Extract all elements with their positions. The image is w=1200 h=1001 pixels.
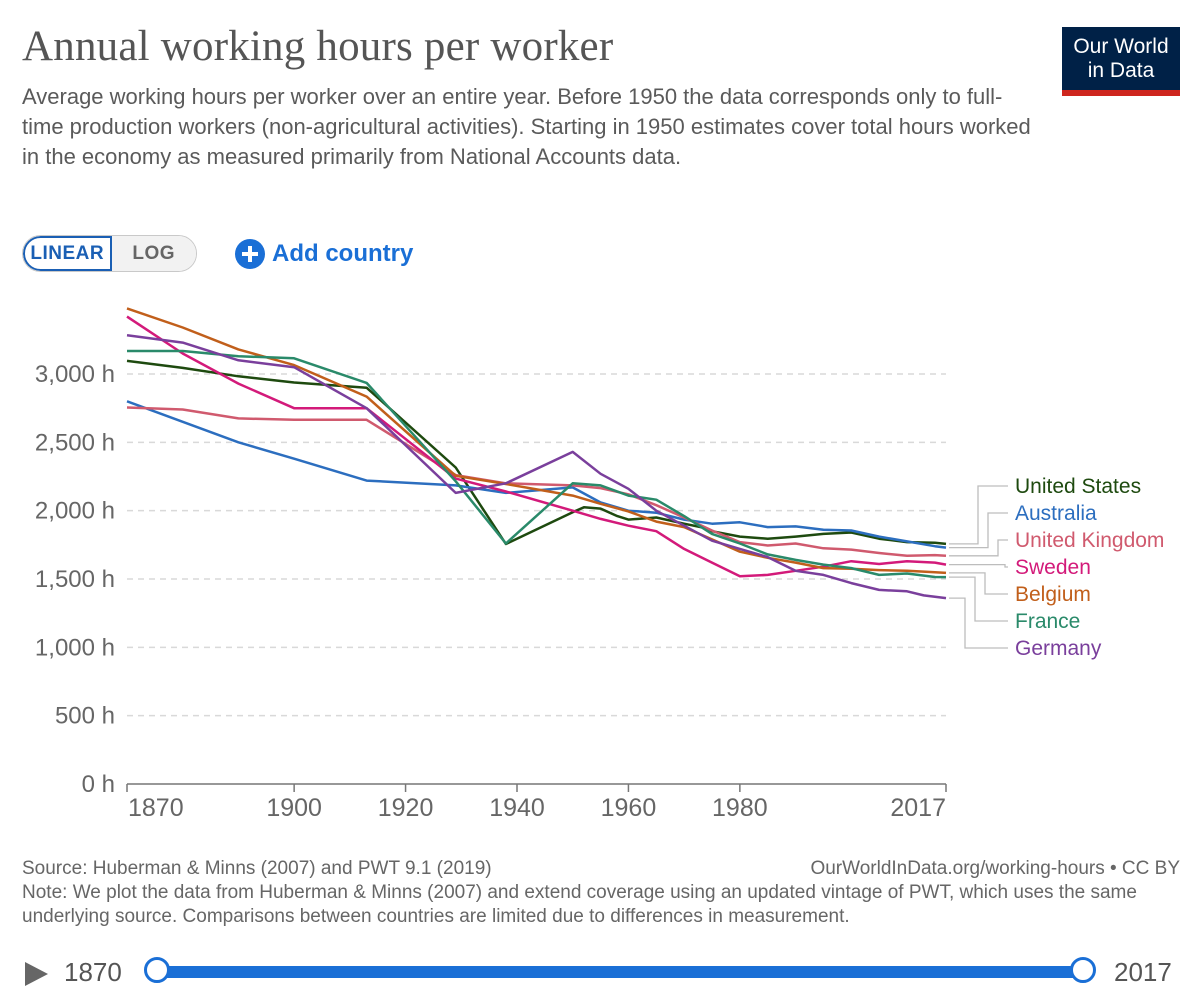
legend: United States Australia United Kingdom Swed… <box>949 475 1164 660</box>
log-scale-button[interactable]: LOG <box>111 236 196 271</box>
logo-accent-bar <box>1062 90 1180 96</box>
series-line-australia <box>126 400 947 549</box>
series-line-germany <box>126 333 947 600</box>
timeline-track[interactable] <box>157 966 1083 978</box>
legend-connector <box>949 572 1008 595</box>
timeline-end-year: 2017 <box>1114 957 1172 987</box>
timeline-start-handle[interactable] <box>144 957 170 983</box>
chart-subtitle: Average working hours per worker over an… <box>22 84 1031 169</box>
owid-logo[interactable]: Our World in Data <box>1062 27 1180 96</box>
line-chart: 0 h 500 h 1,000 h 1,500 h 2,000 h 2,500 h 3,00… <box>35 307 1164 822</box>
series-line-united-kingdom <box>126 406 947 558</box>
legend-connector <box>949 539 1008 557</box>
legend-connector <box>949 512 1008 549</box>
play-icon[interactable] <box>22 960 50 988</box>
y-axis-ticks: 0 h 500 h 1,000 h 1,500 h 2,000 h 2,500 h 3,00… <box>35 361 115 798</box>
y-tick-label: 2,000 h <box>35 498 115 525</box>
x-tick-label: 1980 <box>712 794 768 822</box>
note-text: Note: We plot the data from Huberman & M… <box>22 882 1137 927</box>
x-tick-label: 1870 <box>128 794 184 822</box>
legend-connector <box>949 597 1008 649</box>
legend-label-australia: Australia <box>1015 502 1097 525</box>
legend-connector <box>949 563 1008 568</box>
add-country-button[interactable]: Add country <box>235 237 413 271</box>
y-tick-label: 1,000 h <box>35 634 115 661</box>
timeline-end-handle[interactable] <box>1070 957 1096 983</box>
chart-title: Annual working hours per worker <box>22 23 614 70</box>
legend-label-united-kingdom: United Kingdom <box>1015 529 1164 552</box>
gridlines <box>127 373 946 717</box>
legend-connector <box>949 485 1008 545</box>
source-link[interactable]: OurWorldInData.org/working-hours • CC BY <box>810 858 1180 879</box>
scale-toggle: LINEAR LOG <box>22 235 197 272</box>
legend-label-france: France <box>1015 610 1080 633</box>
y-tick-label: 2,500 h <box>35 429 115 456</box>
y-tick-label: 500 h <box>55 703 115 730</box>
legend-label-sweden: Sweden <box>1015 556 1091 579</box>
y-tick-label: 3,000 h <box>35 361 115 388</box>
timeline-start-year: 1870 <box>64 957 122 987</box>
legend-label-united-states: United States <box>1015 475 1141 498</box>
logo-line2: in Data <box>1087 59 1155 82</box>
source-text: Source: Huberman & Minns (2007) and PWT … <box>22 858 492 879</box>
x-axis: 1870 1900 1920 1940 1960 1980 2017 <box>126 783 947 822</box>
series-lines <box>126 307 947 600</box>
x-tick-label: 1960 <box>601 794 657 822</box>
x-tick-label: 1940 <box>489 794 545 822</box>
y-tick-label: 1,500 h <box>35 566 115 593</box>
logo-line1: Our World <box>1073 35 1169 58</box>
timeline: 1870 2017 <box>0 946 1200 996</box>
series-line-france <box>127 349 947 579</box>
series-line-sweden <box>126 315 947 578</box>
legend-connector <box>949 576 1008 622</box>
legend-label-belgium: Belgium <box>1015 583 1091 606</box>
legend-label-germany: Germany <box>1015 637 1102 660</box>
series-line-belgium <box>126 307 947 575</box>
series-line-united-states <box>126 359 947 546</box>
x-tick-label: 1920 <box>378 794 434 822</box>
linear-scale-button[interactable]: LINEAR <box>23 236 112 271</box>
x-tick-label: 1900 <box>266 794 322 822</box>
add-country-label: Add country <box>272 240 414 267</box>
y-tick-label: 0 h <box>82 771 115 798</box>
plus-circle-icon <box>235 239 265 269</box>
x-tick-label: 2017 <box>890 794 946 822</box>
